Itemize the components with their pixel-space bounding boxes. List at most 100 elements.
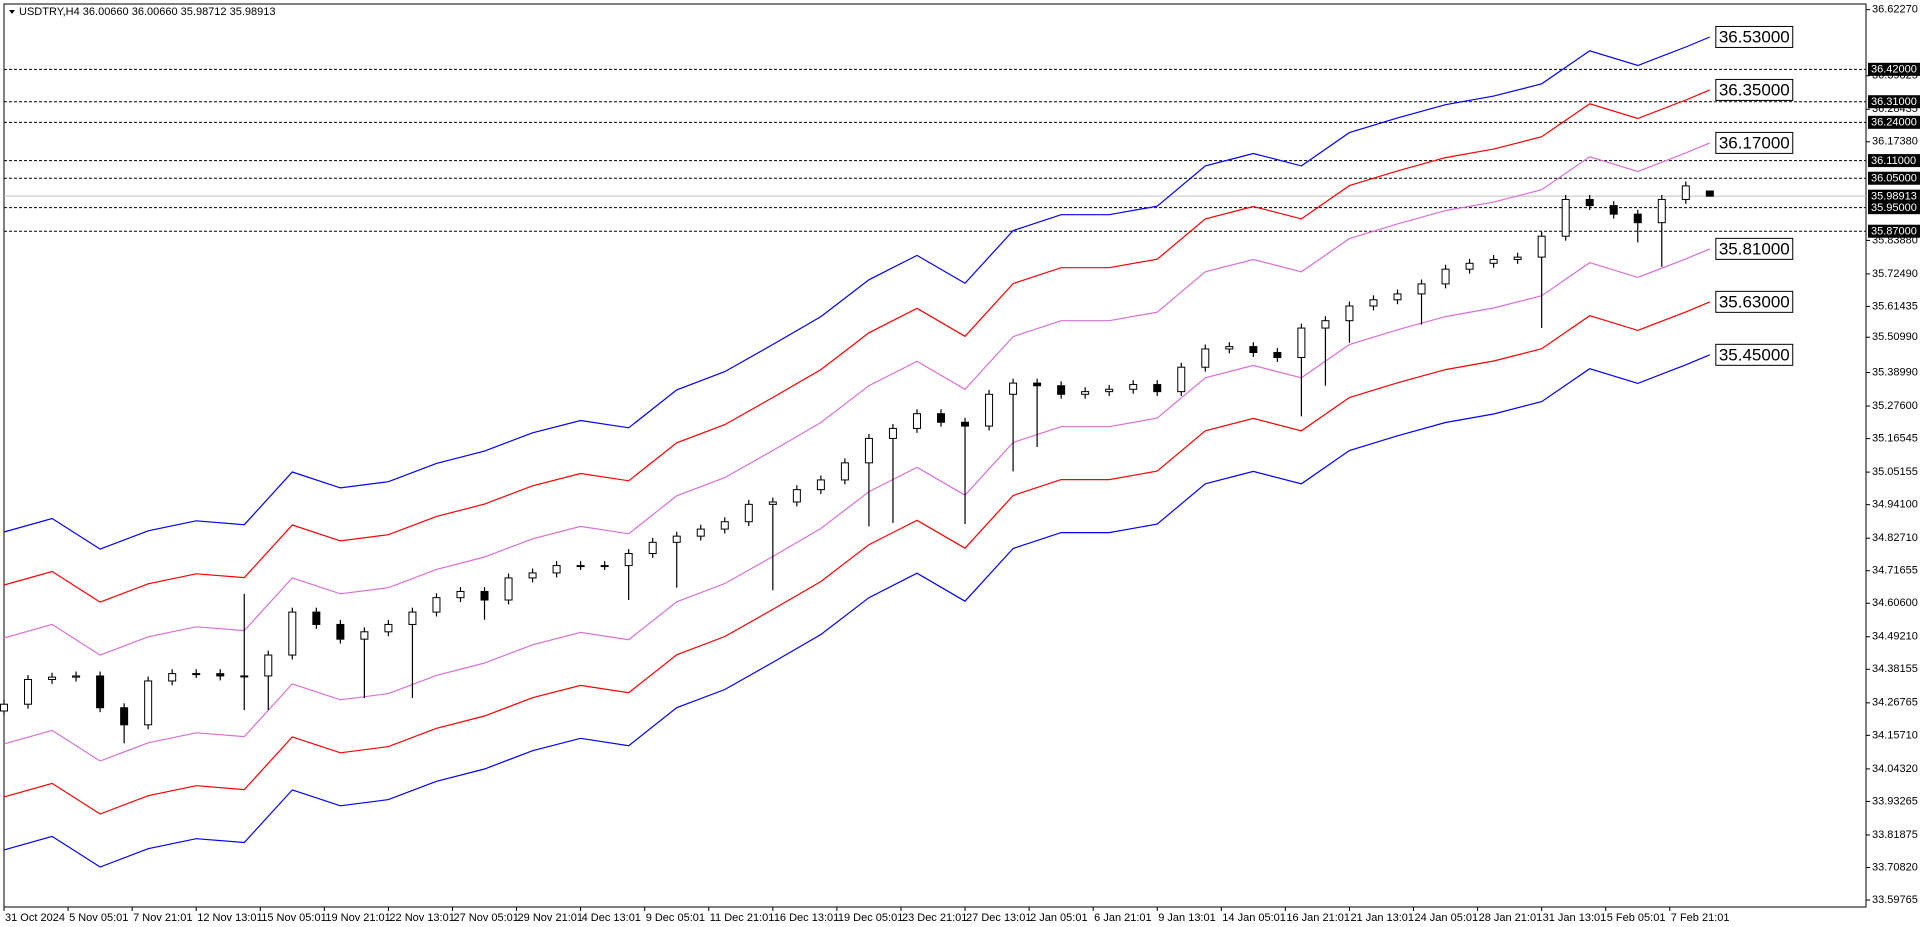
candle-body xyxy=(1105,388,1114,393)
y-tick-label: 34.38155 xyxy=(1872,663,1918,675)
candle-body xyxy=(1321,320,1330,329)
candle-body xyxy=(1249,346,1258,353)
level-label-box xyxy=(1868,224,1920,238)
x-tick-label: 7 Nov 21:01 xyxy=(133,912,192,924)
x-tick-label: 19 Nov 21:01 xyxy=(325,912,390,924)
candle-body xyxy=(528,572,537,579)
candle-body xyxy=(1609,205,1618,215)
y-tick-label: 35.72490 xyxy=(1872,268,1918,280)
candle-body xyxy=(1489,258,1498,264)
x-tick-label: 27 Dec 13:01 xyxy=(966,912,1031,924)
band-label: 35.63000 xyxy=(1719,292,1790,311)
x-tick-label: 31 Oct 2024 xyxy=(5,912,65,924)
candle-body xyxy=(144,680,153,726)
y-tick-label: 33.81875 xyxy=(1872,829,1918,841)
x-tick-label: 15 Nov 05:01 xyxy=(261,912,326,924)
chart-title: USDTRY,H4 36.00660 36.00660 35.98712 35.… xyxy=(19,6,275,18)
x-tick-label: 5 Nov 05:01 xyxy=(69,912,128,924)
x-tick-label: 28 Jan 21:01 xyxy=(1479,912,1543,924)
level-label-box xyxy=(1868,115,1920,129)
x-tick-label: 12 Nov 13:01 xyxy=(197,912,262,924)
candle-body xyxy=(1273,351,1282,358)
candle-body xyxy=(1369,299,1378,307)
candle-body xyxy=(0,703,8,712)
candle-body xyxy=(552,565,561,574)
y-tick-label: 34.49210 xyxy=(1872,631,1918,643)
x-tick-label: 16 Dec 13:01 xyxy=(774,912,839,924)
candle-body xyxy=(1345,305,1354,322)
band-label: 36.35000 xyxy=(1719,80,1790,99)
candle-body xyxy=(120,707,129,726)
band-line xyxy=(3,354,1711,868)
level-label: 36.11000 xyxy=(1871,155,1916,167)
level-label: 35.95000 xyxy=(1871,202,1917,214)
candle-body xyxy=(985,393,994,427)
y-tick-label: 33.93265 xyxy=(1872,795,1918,807)
band-label-box xyxy=(1715,25,1794,48)
menu-triangle[interactable] xyxy=(9,10,15,14)
level-label: 36.24000 xyxy=(1871,117,1917,129)
candle-body xyxy=(768,501,777,505)
x-tick-label: 14 Jan 05:01 xyxy=(1222,912,1286,924)
level-label: 36.42000 xyxy=(1871,64,1917,76)
y-tick-label: 33.70820 xyxy=(1872,861,1918,873)
candle-body xyxy=(168,673,177,682)
candle-body xyxy=(1057,385,1066,395)
band-line xyxy=(3,301,1711,815)
y-tick-label: 35.05155 xyxy=(1872,466,1918,478)
y-tick-label: 35.27600 xyxy=(1872,400,1918,412)
candle-body xyxy=(1681,185,1690,200)
x-tick-label: 22 Nov 13:01 xyxy=(389,912,454,924)
band-label: 35.81000 xyxy=(1719,239,1790,258)
candle-body xyxy=(408,611,417,625)
y-tick-label: 34.15710 xyxy=(1872,729,1918,741)
candle-body xyxy=(1177,366,1186,393)
level-label: 36.05000 xyxy=(1871,173,1917,185)
band-label: 36.17000 xyxy=(1719,133,1790,152)
x-tick-label: 11 Dec 21:01 xyxy=(710,912,775,924)
candle-body xyxy=(1633,213,1642,224)
candle-body xyxy=(480,590,489,601)
candle-body xyxy=(840,462,849,481)
candle-body xyxy=(1537,235,1546,258)
level-label-box xyxy=(1868,201,1920,215)
band-line xyxy=(3,36,1711,550)
candle-body xyxy=(1033,382,1042,387)
x-tick-label: 9 Dec 05:01 xyxy=(646,912,705,924)
candle-body xyxy=(937,413,946,423)
candle-body xyxy=(504,577,513,601)
band-label-box xyxy=(1715,290,1794,313)
candle-body xyxy=(1225,346,1234,350)
candle-body xyxy=(264,654,273,677)
candle-body xyxy=(744,503,753,523)
level-label-box xyxy=(1868,154,1920,168)
plot-frame xyxy=(3,3,1867,908)
x-tick-label: 21 Jan 13:01 xyxy=(1350,912,1414,924)
candle-body xyxy=(1201,348,1210,368)
band-label-box xyxy=(1715,78,1794,101)
candle-body xyxy=(1657,198,1666,224)
candle-body xyxy=(696,528,705,537)
candle-body xyxy=(288,611,297,656)
candle-body xyxy=(432,597,441,613)
candle-body xyxy=(456,590,465,599)
x-tick-label: 6 Jan 21:01 xyxy=(1094,912,1152,924)
y-tick-label: 36.62270 xyxy=(1872,4,1918,16)
y-tick-label: 34.82710 xyxy=(1872,532,1918,544)
candle-body xyxy=(1561,198,1570,237)
y-tick-label: 34.04320 xyxy=(1872,763,1918,775)
candle-body xyxy=(72,675,81,678)
band-line xyxy=(3,142,1711,656)
candle-body xyxy=(624,553,633,567)
level-label-box xyxy=(1868,171,1920,185)
candle-body xyxy=(1129,384,1138,390)
x-tick-label: 31 Jan 13:01 xyxy=(1543,912,1607,924)
level-label: 35.87000 xyxy=(1871,226,1917,238)
band-label-box xyxy=(1715,343,1794,366)
x-tick-label: 7 Feb 21:01 xyxy=(1671,912,1730,924)
x-tick-label: 2 Jan 05:01 xyxy=(1030,912,1088,924)
price-label: 35.98913 xyxy=(1871,191,1917,203)
x-tick-label: 4 Dec 13:01 xyxy=(582,912,641,924)
y-tick-label: 35.50990 xyxy=(1872,331,1918,343)
